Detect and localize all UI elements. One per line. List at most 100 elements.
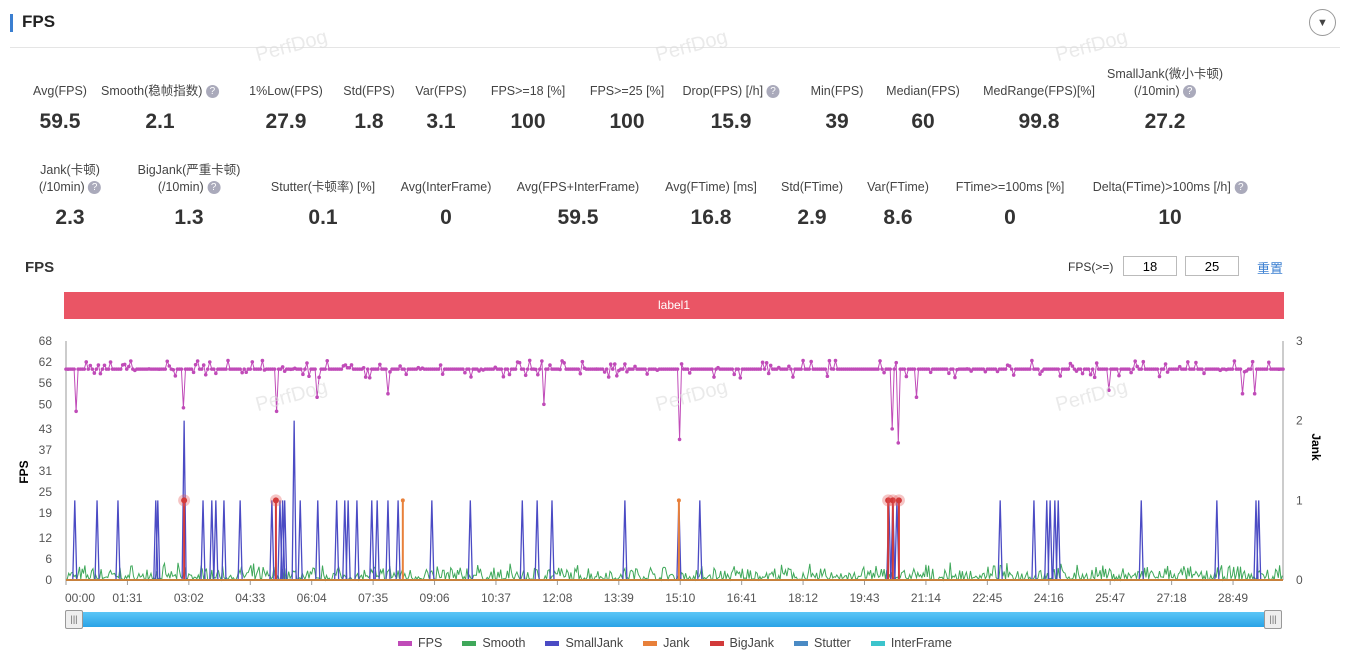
fps-point [1129,370,1133,375]
y-tick-label: 25 [39,485,53,499]
smalljank-spike [209,500,215,581]
fps-point [602,370,607,374]
legend-item-jank[interactable]: Jank [643,636,690,650]
fps-point [386,391,390,396]
legend-item-smalljank[interactable]: SmallJank [545,636,623,650]
label-bar[interactable]: label1 [64,292,1284,319]
y-tick-label: 50 [39,397,53,411]
fps-point [981,367,986,371]
legend-item-interframe[interactable]: InterFrame [870,636,952,650]
fps-point [1139,367,1144,371]
help-icon[interactable]: ? [1183,85,1197,99]
smalljank-spike [697,500,703,581]
chevron-down-icon[interactable]: ▼ [1309,9,1336,36]
metric-label: Delta(FTime)>100ms [/h] ? [1093,179,1248,196]
smalljank-spike [342,500,348,581]
smalljank-spike [1138,500,1144,581]
smalljank-spike [1214,500,1220,581]
fps-point [1105,367,1109,371]
time-range-slider[interactable] [66,612,1282,627]
fps-point [467,367,471,371]
legend-item-bigjank[interactable]: BigJank [709,636,774,650]
legend-label: BigJank [729,636,774,650]
fps-point [1086,367,1091,371]
reset-button[interactable]: 重置 [1257,261,1284,276]
fps-point [167,364,172,368]
fps-point [323,367,327,371]
fps-point [645,372,649,376]
metric-value: 100 [510,110,546,133]
fps-point [679,362,684,366]
threshold-input-2[interactable] [1185,256,1239,276]
smalljank-spike [429,500,435,581]
fps-point [878,359,882,363]
fps-point [1080,371,1085,376]
fps-point [578,371,583,376]
fps-point [876,367,880,371]
fps-point [301,372,305,377]
help-icon[interactable]: ? [766,85,780,99]
smalljank-spike [549,500,555,581]
fps-point [625,369,629,374]
chart-title: FPS [25,259,55,276]
fps-point [313,367,317,371]
metric-item: FTime>=100ms [%] 0 [956,179,1065,230]
slider-handle-left[interactable]: ||| [65,610,83,629]
fps-point [926,367,931,371]
fps-point [469,375,473,379]
help-icon[interactable]: ? [205,85,219,99]
fps-point [580,359,585,364]
metric-value: 2.3 [55,206,85,229]
metric-item: Avg(InterFrame) 0 [401,179,492,230]
help-icon[interactable]: ? [88,181,102,195]
x-tick-label: 28:49 [1218,591,1248,605]
fps-point [1068,361,1073,366]
metric-label: Avg(FPS) [33,84,87,98]
bigjank-point [181,497,188,504]
metric-label: MedRange(FPS)[%] [983,84,1095,98]
fps-point [376,367,380,371]
fps-point [983,369,988,374]
smalljank-spike [282,500,288,581]
fps-point [1184,367,1188,371]
threshold-input-1[interactable] [1123,256,1177,276]
metric-item: BigJank(严重卡顿) (/10min) ? 1.3 [138,162,241,230]
smalljank-spike [1256,500,1262,581]
fps-point [240,370,244,375]
fps-point [536,372,540,377]
fps-point [953,375,957,380]
fps-point [1131,367,1135,371]
fps-point [1252,391,1257,396]
fps-point [272,367,277,371]
fps-point [791,375,795,379]
fps-point [1127,367,1131,371]
legend-item-fps[interactable]: FPS [398,636,442,650]
fps-point [621,367,625,371]
fps-point [171,367,176,372]
smalljank-spike [519,500,525,581]
fps-point [1230,367,1235,371]
metric-value: 99.8 [1018,110,1060,133]
smalljank-spike [181,420,187,581]
legend-item-stutter[interactable]: Stutter [794,636,851,650]
metric-label: Std(FPS) [343,84,395,98]
help-icon[interactable]: ? [1234,181,1248,195]
legend-item-smooth[interactable]: Smooth [462,636,525,650]
help-icon[interactable]: ? [207,181,221,195]
fps-point [995,369,1000,374]
fps-point [523,373,528,378]
fps-point [623,362,627,366]
fps-point [1194,360,1198,365]
fps-point [712,375,716,379]
fps-point [303,367,307,371]
fps-point [214,371,218,376]
fps-point [343,363,348,367]
fps-point [823,367,828,371]
slider-handle-right[interactable]: ||| [1264,610,1282,629]
fps-point [1248,367,1253,371]
jank-point [676,498,681,503]
fps-point [191,370,196,375]
metric-label-unit: (/10min) ? [138,179,241,196]
metric-item: FPS>=25 [%] 100 [590,83,664,134]
